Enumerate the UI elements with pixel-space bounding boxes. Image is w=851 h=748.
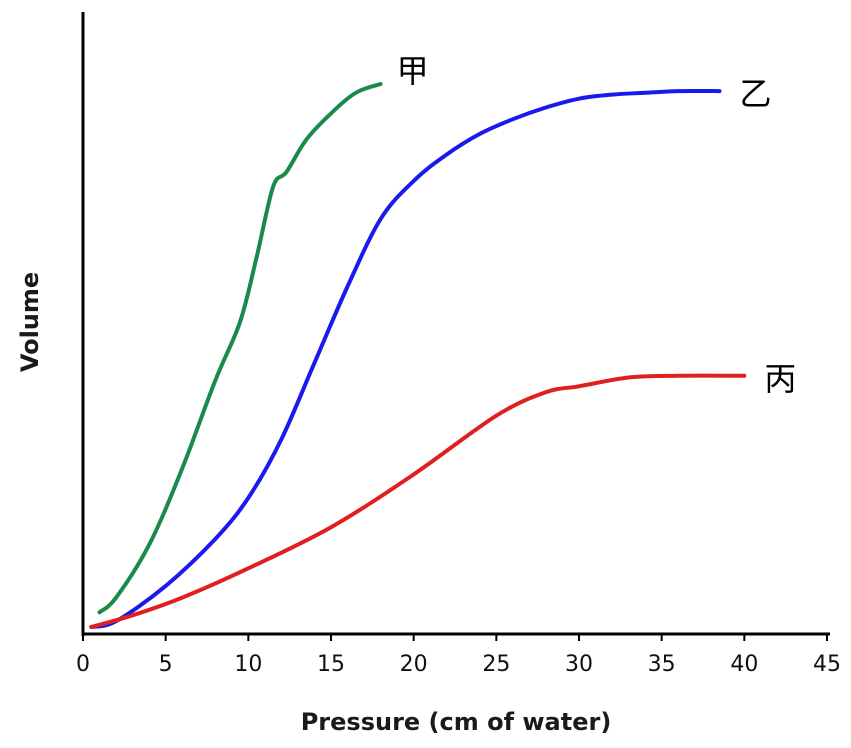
- series-line-2: [89, 88, 722, 629]
- series-line-3: [89, 373, 747, 629]
- x-tick-label: 40: [730, 652, 758, 677]
- x-tick-label: 10: [234, 652, 262, 677]
- series-label-3: 丙: [764, 360, 796, 398]
- y-axis-title: Volume: [16, 272, 44, 372]
- series-labels: 甲乙丙: [397, 52, 797, 398]
- x-tick-label: 30: [565, 652, 593, 677]
- series-line-1: [97, 82, 383, 615]
- x-tick-label: 0: [76, 652, 90, 677]
- x-tick-label: 15: [317, 652, 345, 677]
- series-lines: [89, 82, 747, 629]
- series-label-1: 甲: [397, 52, 429, 90]
- x-tick-label: 5: [159, 652, 173, 677]
- series-label-2: 乙: [740, 75, 772, 113]
- x-tick-label: 45: [813, 652, 841, 677]
- x-tick-label: 20: [400, 652, 428, 677]
- x-tick-label: 25: [482, 652, 510, 677]
- x-tick-label: 35: [648, 652, 676, 677]
- x-axis-title: Pressure (cm of water): [301, 708, 612, 736]
- x-axis-ticks: 0 5 10 15 20 25 30 35 40 45: [76, 634, 841, 677]
